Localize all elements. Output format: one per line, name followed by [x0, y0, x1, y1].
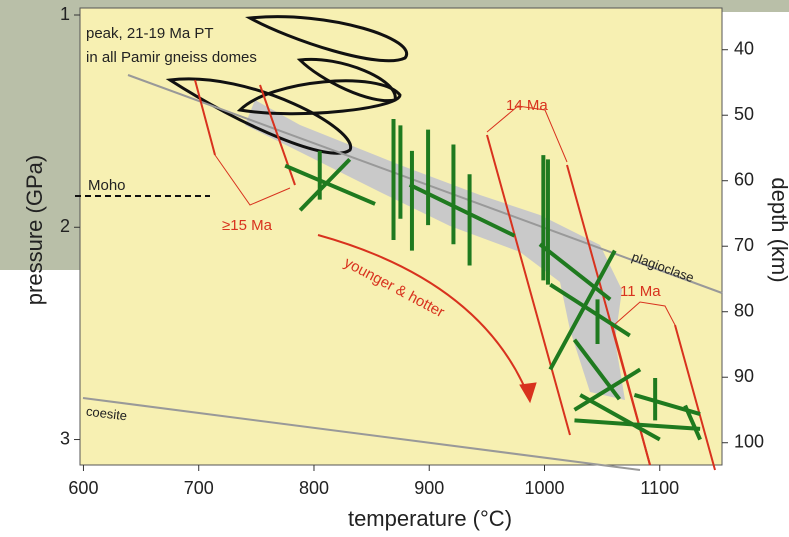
x-tick-label: 800 — [299, 478, 329, 498]
x-axis-label: temperature (°C) — [348, 506, 512, 531]
x-tick-label: 1000 — [524, 478, 564, 498]
x-tick-label: 700 — [184, 478, 214, 498]
annotation: Moho — [88, 177, 126, 194]
y2-axis-label: depth (km) — [767, 177, 789, 282]
x-tick-label: 600 — [68, 478, 98, 498]
annotation: ≥15 Ma — [222, 217, 273, 234]
x-tick-label: 900 — [414, 478, 444, 498]
y-tick-label: 3 — [60, 428, 70, 448]
y-tick-label: 2 — [60, 216, 70, 236]
y2-tick-label: 90 — [734, 366, 754, 386]
plot-area — [80, 8, 722, 465]
annotation: 14 Ma — [506, 97, 548, 114]
annotation: 11 Ma — [620, 283, 661, 300]
chart: peak, 21-19 Ma PT in all Pamir gneiss do… — [0, 0, 789, 537]
y2-tick-label: 50 — [734, 104, 754, 124]
y2-tick-label: 60 — [734, 169, 754, 189]
y2-tick-label: 80 — [734, 300, 754, 320]
y2-tick-label: 70 — [734, 235, 754, 255]
y2-tick-label: 100 — [734, 431, 764, 451]
x-tick-label: 1100 — [640, 478, 679, 498]
y-tick-label: 1 — [60, 4, 70, 24]
annotation: peak, 21-19 Ma PT — [86, 25, 214, 42]
y2-tick-label: 40 — [734, 38, 754, 58]
y-axis-label: pressure (GPa) — [22, 155, 47, 305]
annotation: in all Pamir gneiss domes — [86, 49, 257, 66]
